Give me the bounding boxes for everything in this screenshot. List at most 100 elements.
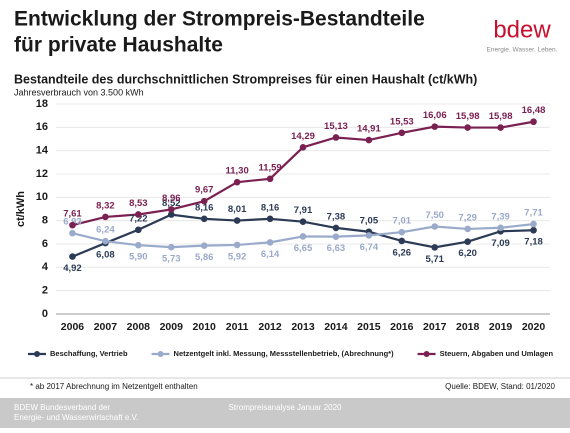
- point: [266, 175, 274, 183]
- point: [200, 215, 208, 223]
- x-tick-label: 2019: [489, 321, 513, 333]
- x-tick-label: 2014: [324, 321, 348, 333]
- value-label: 16,06: [423, 110, 447, 121]
- y-tick-label: 12: [36, 168, 48, 180]
- value-label: 8,01: [228, 204, 247, 215]
- legend-marker: [34, 351, 40, 357]
- value-label: 15,53: [390, 116, 414, 127]
- point: [135, 226, 142, 234]
- point: [398, 228, 406, 236]
- point: [530, 220, 537, 228]
- x-tick-label: 2010: [193, 321, 217, 333]
- y-tick-label: 2: [42, 285, 48, 297]
- value-label: 8,53: [129, 198, 148, 209]
- value-label: 6,20: [458, 248, 477, 259]
- point: [299, 218, 307, 226]
- y-axis-label: ct/kWh: [15, 191, 27, 227]
- y-tick-label: 18: [36, 98, 48, 110]
- legend-marker: [423, 351, 430, 357]
- x-tick-label: 2020: [522, 321, 546, 333]
- value-label: 8,16: [261, 202, 280, 213]
- slide-title: für private Haushalte: [14, 34, 223, 57]
- value-label: 15,98: [489, 111, 513, 122]
- logo: bdew: [493, 16, 551, 43]
- footer-org: BDEW Bundesverband der: [14, 403, 110, 412]
- point: [167, 211, 175, 218]
- value-label: 9,67: [195, 185, 214, 196]
- value-label: 7,09: [491, 238, 510, 249]
- value-label: 14,91: [357, 124, 381, 135]
- point: [398, 129, 406, 137]
- value-label: 5,71: [425, 254, 444, 265]
- value-label: 6,63: [327, 243, 346, 254]
- point: [464, 225, 471, 233]
- value-label: 7,29: [458, 212, 477, 223]
- value-label: 7,38: [327, 211, 346, 222]
- value-label: 6,24: [96, 225, 115, 236]
- y-tick-label: 4: [42, 261, 49, 273]
- x-tick-label: 2015: [357, 321, 381, 333]
- y-tick-label: 10: [36, 191, 48, 203]
- value-label: 8,32: [96, 200, 115, 211]
- value-label: 6,65: [294, 243, 313, 254]
- legend-label: Netzentgelt inkl. Messung, Messstellenbe…: [174, 349, 395, 358]
- value-label: 5,90: [129, 252, 148, 263]
- y-tick-label: 0: [42, 308, 48, 320]
- value-label: 7,39: [491, 211, 510, 222]
- value-label: 7,18: [524, 237, 543, 248]
- point: [332, 233, 340, 240]
- chart-title: Bestandteile des durchschnittlichen Stro…: [14, 72, 477, 86]
- point: [398, 237, 406, 245]
- point: [332, 224, 340, 232]
- value-label: 8,96: [162, 193, 181, 204]
- point: [464, 124, 471, 131]
- logo-tagline: Energie. Wasser. Leben.: [487, 47, 558, 54]
- point: [497, 224, 504, 232]
- footer-bar: [0, 398, 570, 428]
- point: [200, 242, 208, 249]
- value-label: 7,22: [129, 213, 148, 224]
- point: [332, 134, 340, 141]
- value-label: 8,16: [195, 202, 214, 213]
- point: [69, 229, 76, 237]
- value-label: 6,74: [360, 242, 379, 253]
- value-label: 5,86: [195, 252, 214, 263]
- point: [135, 241, 142, 249]
- point: [102, 237, 109, 245]
- point: [233, 241, 241, 249]
- x-tick-label: 2006: [61, 321, 85, 333]
- y-tick-label: 14: [36, 145, 49, 157]
- x-tick-label: 2008: [127, 321, 151, 333]
- point: [233, 217, 241, 224]
- point: [266, 215, 274, 223]
- y-tick-label: 16: [36, 121, 48, 133]
- point: [431, 123, 439, 130]
- point: [233, 178, 241, 186]
- value-label: 4,92: [63, 263, 82, 274]
- x-tick-label: 2013: [291, 321, 315, 333]
- value-label: 6,26: [393, 247, 412, 258]
- point: [464, 238, 471, 245]
- value-label: 7,91: [294, 205, 313, 216]
- value-label: 7,01: [393, 216, 412, 227]
- value-label: 7,50: [425, 210, 444, 221]
- point: [167, 206, 175, 213]
- value-label: 6,14: [261, 249, 280, 260]
- value-label: 11,59: [258, 162, 281, 173]
- x-tick-label: 2017: [423, 321, 447, 333]
- x-tick-label: 2018: [456, 321, 480, 333]
- point: [497, 124, 504, 131]
- y-tick-label: 6: [42, 238, 48, 250]
- legend-label: Beschaffung, Vertrieb: [50, 349, 128, 358]
- footer-org: Energie- und Wasserwirtschaft e.V.: [14, 413, 138, 422]
- source: Quelle: BDEW, Stand: 01/2020: [445, 382, 555, 391]
- point: [299, 233, 307, 240]
- point: [135, 211, 142, 218]
- slide-title: Entwicklung der Strompreis-Bestandteile: [14, 8, 425, 31]
- x-tick-label: 2011: [226, 321, 249, 333]
- chart-subtitle: Jahresverbrauch von 3.500 kWh: [14, 87, 144, 97]
- legend-marker: [157, 351, 164, 357]
- value-label: 7,71: [524, 208, 543, 219]
